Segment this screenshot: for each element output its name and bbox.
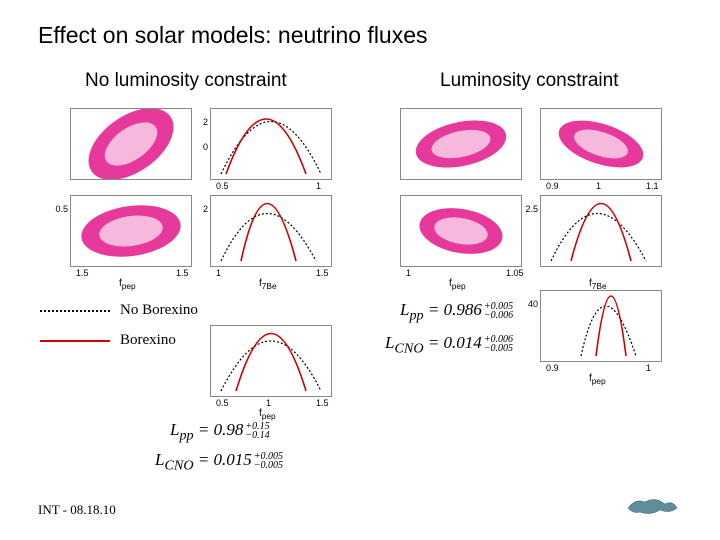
plot-panel: [400, 108, 522, 180]
legend-noborexino-label: No Borexino: [120, 302, 198, 319]
formula-left-pp: Lpp = 0.98+0.15−0.14: [170, 420, 270, 444]
plot-panel: 400.91fpep: [540, 290, 662, 362]
legend-borexino-label: Borexino: [120, 332, 176, 349]
ytick-label: 2: [203, 204, 208, 214]
ytick-label: 0: [203, 142, 208, 152]
right-subtitle: Luminosity constraint: [440, 70, 618, 92]
xtick-label: 0.9: [546, 181, 559, 191]
ytick-label: 0.5: [55, 204, 68, 214]
plot-panel: 2.5f7Be: [540, 195, 662, 267]
plot-panel: 211.5f7Be: [210, 195, 332, 267]
formula-right-cno: LCNO = 0.014+0.006−0.005: [385, 333, 513, 357]
xtick-label: 1.05: [506, 268, 524, 278]
xtick-label: 1: [406, 268, 411, 278]
xtick-label: 1.5: [316, 398, 329, 408]
xtick-label: 1.5: [316, 268, 329, 278]
xaxis-title: fpep: [119, 278, 136, 291]
legend-solid-line: [40, 340, 110, 342]
xaxis-title: f7Be: [259, 278, 277, 291]
xaxis-title: fpep: [589, 373, 606, 386]
footer-text: INT - 08.18.10: [38, 502, 116, 518]
ytick-label: 2.5: [525, 204, 538, 214]
plot-panel: 11.05fpep: [400, 195, 522, 267]
xtick-label: 1.5: [176, 268, 189, 278]
formula-left-cno: LCNO = 0.015+0.005−0.005: [155, 450, 283, 474]
plot-panel: [70, 108, 192, 180]
legend-borexino: Borexino: [40, 332, 176, 349]
page-title: Effect on solar models: neutrino fluxes: [38, 22, 428, 49]
xtick-label: 1.1: [646, 181, 659, 191]
xtick-label: 0.5: [216, 398, 229, 408]
plot-panel: 0.51.51.5fpep: [70, 195, 192, 267]
plot-panel: 0.511.5fpep: [210, 325, 332, 397]
xtick-label: 1: [316, 181, 321, 191]
xtick-label: 1.5: [76, 268, 89, 278]
ytick-label: 40: [528, 299, 538, 309]
legend-dashed-line: [40, 310, 110, 312]
formula-right-pp: Lpp = 0.986+0.005−0.006: [400, 300, 513, 324]
xtick-label: 0.9: [546, 363, 559, 373]
xtick-label: 1: [646, 363, 651, 373]
ytick-label: 2: [203, 117, 208, 127]
xtick-label: 1: [216, 268, 221, 278]
left-subtitle: No luminosity constraint: [85, 70, 287, 92]
plot-panel: 0.911.1: [540, 108, 662, 180]
legend-noborexino: No Borexino: [40, 302, 198, 319]
xtick-label: 1: [596, 181, 601, 191]
xaxis-title: fpep: [449, 278, 466, 291]
plot-panel: 200.51: [210, 108, 332, 180]
logo-icon: [625, 490, 680, 518]
xtick-label: 1: [266, 398, 271, 408]
xtick-label: 0.5: [216, 181, 229, 191]
